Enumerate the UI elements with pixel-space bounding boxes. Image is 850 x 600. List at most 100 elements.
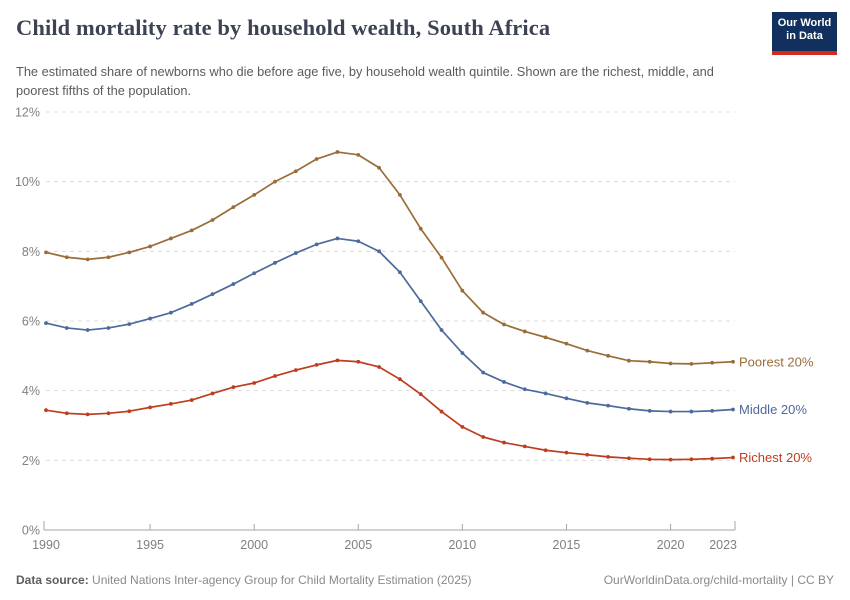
data-point-middle-20-2003 [314,242,319,247]
data-point-middle-20-2015 [564,396,569,401]
data-point-richest-20-1994 [127,409,132,414]
data-point-middle-20-2002 [293,251,298,255]
data-point-middle-20-2022 [710,408,715,413]
data-point-poorest-20-2005 [356,152,361,157]
data-point-richest-20-2002 [293,368,298,373]
data-point-richest-20-1991 [64,411,69,416]
y-tick-label: 2% [22,454,40,468]
data-point-middle-20-1998 [210,292,215,297]
data-point-middle-20-1996 [169,310,173,315]
owid-logo: Our World in Data [772,12,837,55]
data-point-richest-20-2009 [439,409,444,414]
data-point-poorest-20-2004 [335,150,340,154]
data-point-poorest-20-2017 [606,353,610,358]
data-point-poorest-20-2001 [273,179,277,184]
data-point-middle-20-2012 [502,380,506,384]
data-point-middle-20-2010 [460,351,465,355]
data-point-richest-20-1995 [148,405,152,410]
data-point-middle-20-1997 [189,302,194,306]
y-tick-label: 8% [22,245,40,259]
data-point-richest-20-2022 [710,456,715,461]
logo-line2: in Data [786,30,823,42]
data-point-middle-20-2007 [398,270,402,275]
data-point-poorest-20-2013 [522,329,527,334]
data-point-richest-20-2013 [522,444,527,449]
data-point-richest-20-2017 [606,454,610,459]
series-line-middle-20[interactable] [45,237,734,413]
data-point-poorest-20-2006 [377,165,381,170]
data-point-richest-20-2012 [502,440,506,445]
chart-subtitle: The estimated share of newborns who die … [16,64,714,99]
data-point-richest-20-2011 [481,435,486,439]
x-tick-label: 1990 [32,538,60,552]
data-source-label: Data source: [16,573,89,587]
data-point-richest-20-1993 [106,411,111,416]
data-point-middle-20-2009 [439,328,444,332]
data-point-middle-20-2013 [522,387,527,392]
data-point-richest-20-2005 [356,359,361,364]
data-point-poorest-20-2010 [460,288,465,293]
data-point-richest-20-2023 [731,455,735,460]
data-point-poorest-20-2021 [689,361,694,366]
data-point-poorest-20-1999 [231,205,236,209]
data-point-richest-20-1992 [85,412,90,417]
y-tick-label: 10% [15,175,40,189]
data-point-richest-20-2018 [627,456,631,461]
data-point-middle-20-1999 [231,282,236,286]
series-label-poorest-20[interactable]: Poorest 20% [739,354,814,369]
data-point-middle-20-2006 [377,249,381,254]
data-point-poorest-20-1991 [64,255,69,260]
data-point-poorest-20-2002 [293,169,298,174]
data-point-richest-20-1997 [189,398,194,402]
data-point-poorest-20-2019 [647,359,652,364]
chart-header: Child mortality rate by household wealth… [0,0,850,100]
data-point-richest-20-2004 [335,358,340,363]
attribution-link[interactable]: OurWorldinData.org/child-mortality | CC … [603,573,834,587]
data-point-middle-20-2019 [647,408,652,413]
data-point-middle-20-2021 [689,409,694,414]
data-point-middle-20-2018 [627,406,631,411]
data-point-poorest-20-2014 [543,335,548,340]
y-tick-label: 0% [22,524,40,538]
data-point-richest-20-1996 [169,402,173,406]
data-source-text: United Nations Inter-agency Group for Ch… [88,573,472,587]
x-tick-label: 1995 [136,538,164,552]
series-label-richest-20[interactable]: Richest 20% [739,450,812,465]
data-point-richest-20-2019 [647,457,652,462]
data-point-middle-20-2000 [252,271,257,276]
x-tick-label: 2020 [657,538,685,552]
data-point-middle-20-2001 [273,260,277,265]
data-point-richest-20-2001 [273,374,277,378]
data-point-middle-20-1990 [44,321,48,325]
data-point-middle-20-2016 [585,400,590,405]
data-point-richest-20-2007 [398,377,402,382]
data-point-richest-20-2016 [585,452,590,457]
data-point-poorest-20-1990 [44,250,48,255]
data-point-poorest-20-1998 [210,218,215,222]
data-point-poorest-20-2012 [502,322,506,327]
data-point-middle-20-2023 [731,407,735,412]
data-point-poorest-20-2020 [668,361,673,366]
data-point-richest-20-1990 [44,408,48,413]
data-point-poorest-20-1997 [189,228,194,233]
data-point-middle-20-1991 [64,326,69,330]
data-point-middle-20-2020 [668,409,673,414]
data-point-middle-20-1995 [148,316,152,321]
data-point-middle-20-1994 [127,322,132,327]
data-point-poorest-20-2000 [252,193,257,197]
data-source: Data source: United Nations Inter-agency… [16,573,472,587]
data-point-poorest-20-1995 [148,244,152,249]
series-label-middle-20[interactable]: Middle 20% [739,402,807,417]
data-point-richest-20-2006 [377,365,381,369]
data-point-poorest-20-2023 [731,359,735,364]
x-tick-label: 2010 [448,538,476,552]
page-title: Child mortality rate by household wealth… [16,15,551,40]
series-line-poorest-20[interactable] [45,151,734,365]
data-point-richest-20-2021 [689,457,694,462]
data-point-poorest-20-2018 [627,358,631,363]
data-point-richest-20-2020 [668,457,673,462]
data-point-poorest-20-2022 [710,360,715,365]
data-point-richest-20-2003 [314,362,319,367]
series-line-richest-20[interactable] [45,359,734,461]
